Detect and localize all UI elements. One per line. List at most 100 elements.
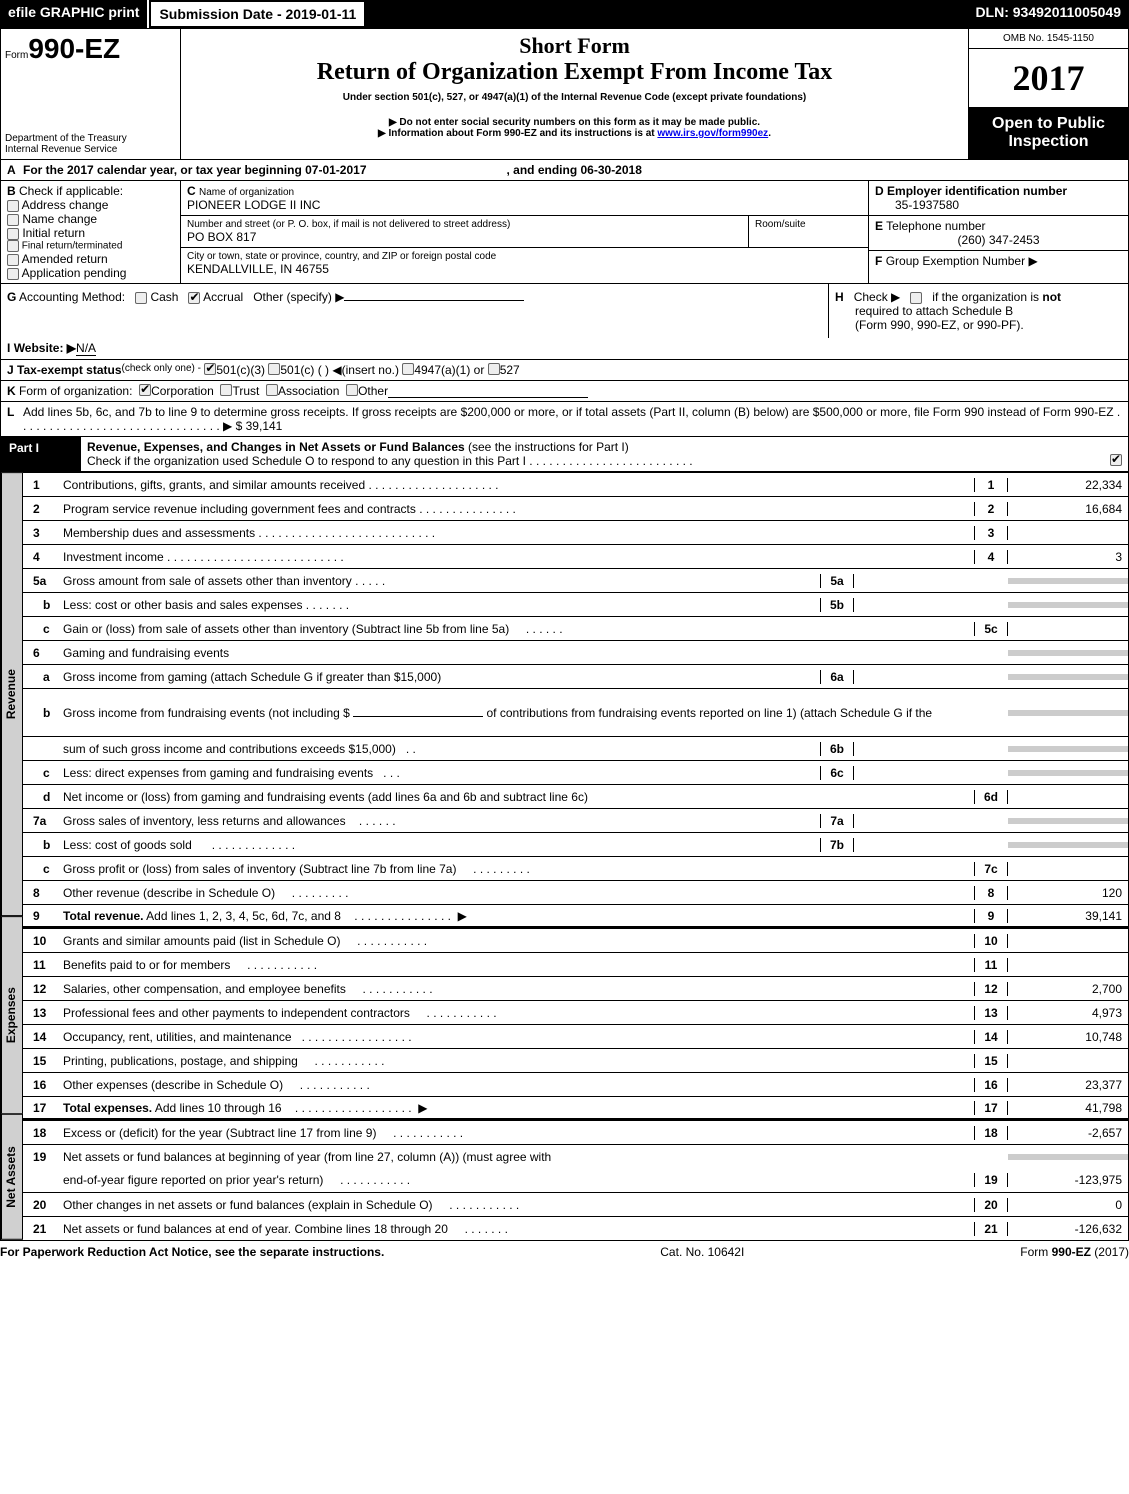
line-7b: b Less: cost of goods sold . . . . . . .…	[23, 832, 1128, 856]
checkbox-cash[interactable]	[135, 292, 147, 304]
footer: For Paperwork Reduction Act Notice, see …	[0, 1241, 1129, 1263]
line-2-val: 16,684	[1008, 499, 1128, 519]
checkbox-schedule-o[interactable]	[1110, 454, 1122, 466]
j-opt-0: 501(c)(3)	[216, 363, 265, 377]
checkbox-name-change[interactable]	[7, 214, 19, 226]
footer-right: Form 990-EZ (2017)	[1020, 1245, 1129, 1259]
part-i-subtitle: (see the instructions for Part I)	[468, 440, 629, 454]
part-i-title: Revenue, Expenses, and Changes in Net As…	[87, 440, 465, 454]
g-other: Other (specify) ▶	[253, 290, 344, 304]
line-20-desc: Other changes in net assets or fund bala…	[63, 1198, 433, 1212]
line-5a: 5a Gross amount from sale of assets othe…	[23, 568, 1128, 592]
line-16-box: 16	[974, 1078, 1008, 1092]
line-19-desc2: end-of-year figure reported on prior yea…	[63, 1173, 323, 1187]
line-6d-val	[1008, 794, 1128, 800]
checkbox-final-return[interactable]	[7, 240, 19, 252]
label-h: H	[835, 290, 844, 304]
line-6d: d Net income or (loss) from gaming and f…	[23, 784, 1128, 808]
line-5a-subbox: 5a	[820, 574, 854, 588]
line-18-val: -2,657	[1008, 1123, 1128, 1143]
checkbox-initial-return[interactable]	[7, 228, 19, 240]
h-line2: required to attach Schedule B	[835, 304, 1122, 318]
sections-b-to-f: B Check if applicable: Address change Na…	[0, 181, 1129, 284]
line-13-box: 13	[974, 1006, 1008, 1020]
part-i-body: Revenue Expenses Net Assets 1 Contributi…	[0, 472, 1129, 1241]
opt-amended-return: Amended return	[22, 252, 108, 266]
line-7c-val	[1008, 866, 1128, 872]
line-6d-desc: Net income or (loss) from gaming and fun…	[57, 787, 974, 807]
line-10-box: 10	[974, 934, 1008, 948]
line-6c-desc: Less: direct expenses from gaming and fu…	[63, 766, 373, 780]
checkbox-trust[interactable]	[220, 384, 232, 396]
line-9: 9 Total revenue. Add lines 1, 2, 3, 4, 5…	[23, 904, 1128, 928]
line-8-desc: Other revenue (describe in Schedule O)	[63, 886, 275, 900]
d-text: Employer identification number	[887, 184, 1067, 198]
label-k: K	[7, 384, 16, 398]
j-opt-3: 527	[500, 363, 520, 377]
line-5b: b Less: cost or other basis and sales ex…	[23, 592, 1128, 616]
label-b: B	[7, 184, 16, 198]
checkbox-schedule-b[interactable]	[910, 292, 922, 304]
line-5c-val	[1008, 626, 1128, 632]
line-19-box: 19	[974, 1173, 1008, 1187]
label-e: E	[875, 219, 883, 233]
org-name: PIONEER LODGE II INC	[187, 198, 862, 212]
line-4-desc: Investment income	[63, 550, 164, 564]
line-2-box: 2	[974, 502, 1008, 516]
line-4: 4 Investment income . . . . . . . . . . …	[23, 544, 1128, 568]
org-street: PO BOX 817	[187, 230, 742, 244]
line-17-desc2: Add lines 10 through 16	[152, 1101, 281, 1115]
part-i-check-text: Check if the organization used Schedule …	[87, 454, 526, 468]
j-opt-2: 4947(a)(1) or	[414, 363, 484, 377]
efile-print-button[interactable]: efile GRAPHIC print	[0, 0, 149, 28]
lines-container: 1 Contributions, gifts, grants, and simi…	[23, 472, 1128, 1240]
c-city-label: City or town, state or province, country…	[187, 251, 862, 262]
checkbox-corporation[interactable]	[139, 384, 151, 396]
top-header: efile GRAPHIC print Submission Date - 20…	[0, 0, 1129, 28]
line-18: 18 Excess or (deficit) for the year (Sub…	[23, 1120, 1128, 1144]
checkbox-527[interactable]	[488, 363, 500, 375]
line-6b-desc-sum: sum of such gross income and contributio…	[63, 742, 396, 756]
checkbox-4947[interactable]	[402, 363, 414, 375]
line-2: 2 Program service revenue including gove…	[23, 496, 1128, 520]
checkbox-amended-return[interactable]	[7, 254, 19, 266]
checkbox-application-pending[interactable]	[7, 268, 19, 280]
line-21: 21 Net assets or fund balances at end of…	[23, 1216, 1128, 1240]
line-18-box: 18	[974, 1126, 1008, 1140]
checkbox-other-org[interactable]	[346, 384, 358, 396]
line-9-val: 39,141	[1008, 906, 1128, 926]
g-accrual: Accrual	[203, 290, 243, 304]
c-name-label: Name of organization	[199, 187, 294, 198]
line-8-box: 8	[974, 886, 1008, 900]
checkbox-address-change[interactable]	[7, 200, 19, 212]
e-text: Telephone number	[886, 219, 985, 233]
checkbox-501c[interactable]	[268, 363, 280, 375]
line-6: 6 Gaming and fundraising events	[23, 640, 1128, 664]
line-5b-subbox: 5b	[820, 598, 854, 612]
k-text: Form of organization:	[19, 384, 132, 398]
line-6a: a Gross income from gaming (attach Sched…	[23, 664, 1128, 688]
line-13-desc: Professional fees and other payments to …	[63, 1006, 410, 1020]
line-15: 15 Printing, publications, postage, and …	[23, 1048, 1128, 1072]
line-20-box: 20	[974, 1198, 1008, 1212]
g-cash: Cash	[150, 290, 178, 304]
info-link[interactable]: www.irs.gov/form990ez	[657, 128, 768, 139]
checkbox-association[interactable]	[266, 384, 278, 396]
line-11-box: 11	[974, 958, 1008, 972]
checkbox-501c3[interactable]	[204, 363, 216, 375]
line-12-box: 12	[974, 982, 1008, 996]
checkbox-accrual[interactable]	[188, 292, 200, 304]
line-14-box: 14	[974, 1030, 1008, 1044]
line-17-desc: Total expenses.	[63, 1101, 152, 1115]
line-18-desc: Excess or (deficit) for the year (Subtra…	[63, 1126, 376, 1140]
info-suffix: .	[768, 128, 771, 139]
i-text: Website: ▶	[14, 341, 76, 356]
line-14-desc: Occupancy, rent, utilities, and maintena…	[63, 1030, 292, 1044]
under-section: Under section 501(c), 527, or 4947(a)(1)…	[185, 92, 964, 103]
line-16-val: 23,377	[1008, 1075, 1128, 1095]
footer-left: For Paperwork Reduction Act Notice, see …	[0, 1245, 384, 1259]
line-19: end-of-year figure reported on prior yea…	[23, 1168, 1128, 1192]
opt-name-change: Name change	[22, 212, 97, 226]
c-room-label: Room/suite	[755, 219, 862, 230]
g-text: Accounting Method:	[19, 290, 125, 304]
